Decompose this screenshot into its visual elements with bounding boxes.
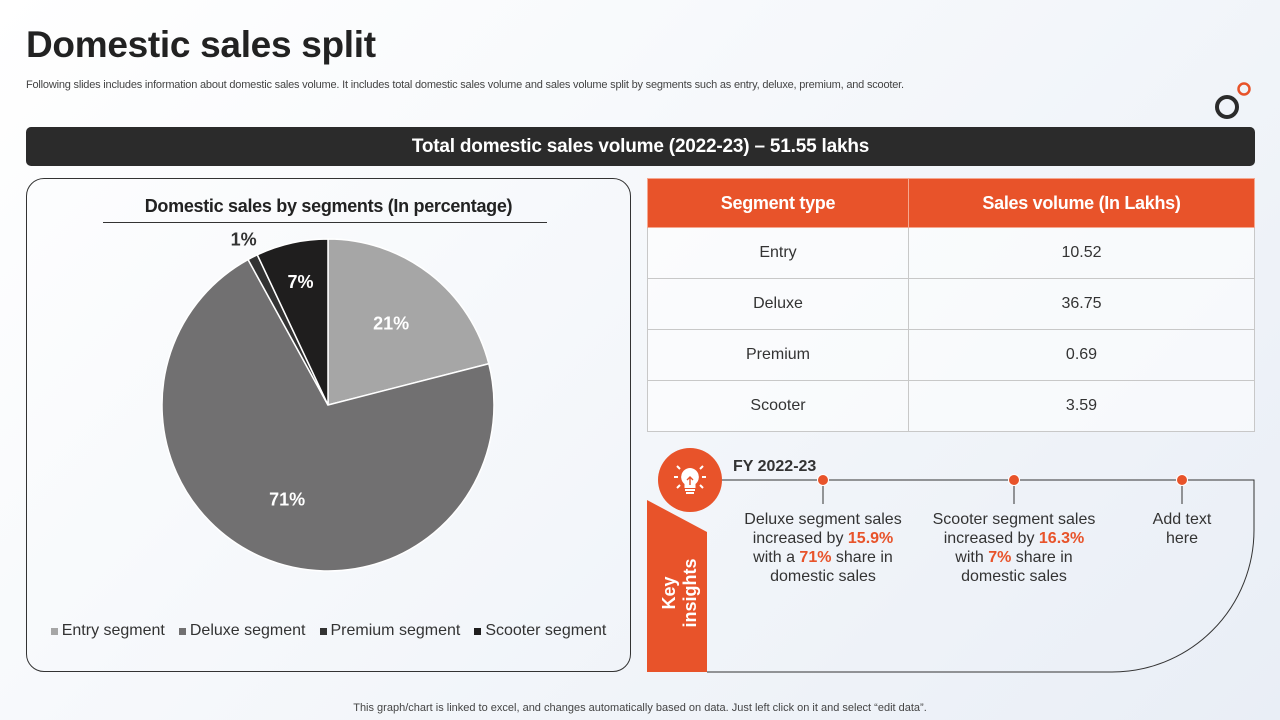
- legend-item: Premium segment: [319, 622, 461, 640]
- page-subtitle: Following slides includes information ab…: [26, 79, 904, 91]
- table-row: Premium 0.69: [647, 329, 1255, 381]
- legend-item: Entry segment: [50, 622, 165, 640]
- page-title: Domestic sales split: [26, 24, 376, 65]
- legend-label: Deluxe segment: [189, 622, 306, 639]
- legend-swatch: [319, 627, 327, 635]
- chart-title-underline: [103, 222, 547, 223]
- legend-label: Entry segment: [61, 622, 165, 639]
- pie-chart-panel[interactable]: Domestic sales by segments (In percentag…: [26, 178, 631, 672]
- column-header-sales-volume: Sales volume (In Lakhs): [908, 178, 1255, 228]
- table-cell: 3.59: [908, 380, 1255, 432]
- column-header-segment-type: Segment type: [647, 178, 909, 228]
- table-row: Deluxe 36.75: [647, 278, 1255, 330]
- pie-slice[interactable]: [161, 258, 495, 572]
- pie-slice[interactable]: [256, 238, 329, 406]
- pie-data-label: 21%: [373, 314, 409, 334]
- timeline-marker: [817, 474, 829, 504]
- table-header-row: Segment type Sales volume (In Lakhs): [647, 178, 1255, 228]
- brand-logo-icon: [1215, 82, 1251, 119]
- table-cell: 0.69: [908, 329, 1255, 381]
- legend-swatch: [474, 627, 482, 635]
- insights-period: FY 2022-23: [733, 458, 817, 475]
- table-row: Scooter 3.59: [647, 380, 1255, 432]
- insight-item: Deluxe segment sales increased by 15.9% …: [744, 511, 902, 585]
- legend-item: Deluxe segment: [178, 622, 306, 640]
- pie-data-label: 1%: [231, 229, 257, 249]
- legend-swatch: [50, 627, 58, 635]
- pie-slice[interactable]: [327, 238, 490, 406]
- table-row: Entry 10.52: [647, 227, 1255, 279]
- legend-label: Scooter segment: [485, 622, 607, 639]
- chart-title: Domestic sales by segments (In percentag…: [144, 196, 513, 216]
- table-cell: Premium: [647, 329, 909, 381]
- footer-note: This graph/chart is linked to excel, and…: [353, 702, 927, 714]
- bulb-badge: [658, 448, 722, 512]
- timeline-marker: [1176, 474, 1188, 504]
- banner-text: Total domestic sales volume (2022-23) – …: [411, 135, 870, 157]
- legend-label: Premium segment: [330, 622, 461, 639]
- legend-item: Scooter segment: [474, 622, 606, 640]
- lightbulb-icon: [674, 465, 706, 494]
- key-insights-tab: [647, 500, 707, 672]
- pie-data-label: 71%: [269, 489, 305, 509]
- legend-swatch: [178, 627, 186, 635]
- key-insights-panel: Key insights FY 2022-23 Deluxe segment s…: [647, 448, 1259, 676]
- table-cell: 10.52: [908, 227, 1255, 279]
- pie-data-label: 7%: [287, 272, 313, 292]
- pie-chart[interactable]: 21% 71% 1% 7%: [27, 179, 632, 673]
- segment-table: Segment type Sales volume (In Lakhs) Ent…: [647, 178, 1255, 432]
- chart-legend: Entry segment Deluxe segment Premium segme…: [27, 622, 630, 640]
- table-cell: Entry: [647, 227, 909, 279]
- insight-item: Add text here: [1152, 511, 1212, 547]
- timeline-marker: [1008, 474, 1020, 504]
- table-cell: 36.75: [908, 278, 1255, 330]
- insights-timeline: [707, 474, 1255, 673]
- insight-item: Scooter segment sales increased by 16.3%…: [932, 511, 1096, 585]
- table-cell: Scooter: [647, 380, 909, 432]
- total-sales-banner: Total domestic sales volume (2022-23) – …: [26, 127, 1255, 166]
- table-cell: Deluxe: [647, 278, 909, 330]
- key-insights-label: Key insights: [659, 558, 700, 628]
